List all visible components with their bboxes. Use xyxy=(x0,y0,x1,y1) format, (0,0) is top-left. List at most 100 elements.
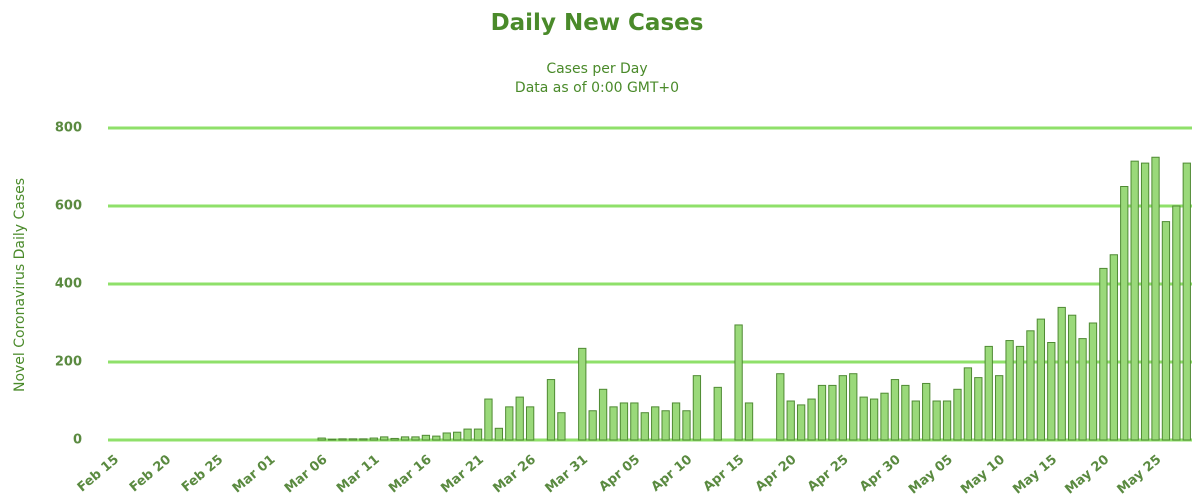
bar xyxy=(1182,162,1191,441)
bar xyxy=(734,324,743,441)
bar xyxy=(776,373,785,441)
bar xyxy=(411,436,420,441)
bar xyxy=(1140,162,1150,441)
bar xyxy=(515,396,524,441)
x-tick-label: Apr 20 xyxy=(753,452,800,495)
bar xyxy=(338,438,347,441)
x-tick-label: May 20 xyxy=(1062,452,1112,497)
x-tick-label: Mar 26 xyxy=(490,452,539,496)
bar xyxy=(890,379,900,441)
bar xyxy=(505,406,514,441)
bar xyxy=(369,437,378,441)
bar xyxy=(1120,186,1129,441)
bar xyxy=(1047,342,1056,441)
x-tick-label: May 15 xyxy=(1010,452,1060,497)
bar xyxy=(557,412,566,441)
bar xyxy=(421,434,431,441)
bar xyxy=(327,438,337,441)
bar xyxy=(1088,322,1098,441)
bar xyxy=(1015,345,1025,441)
x-tick-label: May 05 xyxy=(906,452,956,497)
x-tick-label: Mar 31 xyxy=(543,452,592,496)
bar xyxy=(463,428,472,441)
bar xyxy=(525,406,535,441)
x-tick-label: Apr 30 xyxy=(857,452,904,495)
bar xyxy=(1005,340,1014,441)
x-tick-label: May 10 xyxy=(958,452,1008,497)
bar xyxy=(473,428,483,441)
bar xyxy=(796,404,806,441)
bar xyxy=(1151,156,1160,441)
bar xyxy=(640,412,649,441)
x-tick-label: Apr 05 xyxy=(596,452,643,495)
x-tick-label: Apr 10 xyxy=(649,452,696,495)
bar xyxy=(786,400,795,441)
bar xyxy=(578,347,587,441)
x-tick-label: Mar 06 xyxy=(282,452,331,496)
bar xyxy=(1130,160,1139,441)
x-tick-label: May 25 xyxy=(1115,452,1165,497)
bar xyxy=(1099,267,1108,441)
x-tick-label: Mar 21 xyxy=(438,452,487,496)
x-tick-label: Feb 25 xyxy=(179,452,226,495)
bar xyxy=(942,400,952,441)
bar xyxy=(953,388,962,441)
bar xyxy=(609,406,618,441)
bar xyxy=(484,398,493,441)
x-tick-label: Feb 20 xyxy=(127,452,174,495)
bar xyxy=(995,375,1004,441)
x-tick-label: Mar 16 xyxy=(386,452,435,496)
x-tick-label: Apr 15 xyxy=(701,452,748,495)
bar xyxy=(630,402,639,441)
bar xyxy=(494,427,504,441)
bar xyxy=(380,436,389,441)
bar xyxy=(661,410,670,441)
bar xyxy=(359,438,368,441)
bar xyxy=(453,431,462,441)
bar xyxy=(317,437,326,441)
y-axis-label: Novel Coronavirus Daily Cases xyxy=(12,178,28,392)
chart-subtitle: Data as of 0:00 GMT+0 xyxy=(515,80,679,96)
bar xyxy=(869,398,879,441)
bar xyxy=(984,345,993,441)
bar xyxy=(390,437,399,441)
bar xyxy=(588,410,597,441)
bar xyxy=(974,377,983,441)
y-tick-label: 400 xyxy=(55,277,82,292)
bar xyxy=(546,379,556,441)
bar xyxy=(859,396,868,441)
bar xyxy=(1026,330,1035,441)
bar xyxy=(671,402,681,441)
bar xyxy=(651,406,660,441)
bar xyxy=(400,436,410,441)
x-tick-label: Apr 25 xyxy=(805,452,852,495)
bar xyxy=(348,438,358,441)
bar xyxy=(442,432,451,441)
bar xyxy=(619,402,629,441)
bar xyxy=(692,375,702,441)
bar xyxy=(1067,314,1077,441)
bar xyxy=(880,392,889,441)
x-tick-label: Feb 15 xyxy=(75,452,122,495)
bar xyxy=(849,373,858,441)
bar xyxy=(838,375,847,441)
bar xyxy=(744,402,754,441)
bar xyxy=(432,435,441,441)
bar xyxy=(1036,318,1046,441)
x-tick-label: Mar 01 xyxy=(230,452,279,496)
chart-subtitle: Cases per Day xyxy=(546,61,647,77)
bar xyxy=(922,382,931,441)
bar xyxy=(963,367,973,441)
x-tick-label: Mar 11 xyxy=(334,452,383,496)
y-tick-label: 200 xyxy=(55,355,82,370)
bar xyxy=(713,386,722,441)
bar xyxy=(598,388,608,441)
bar xyxy=(682,410,691,441)
bar xyxy=(901,384,910,441)
bar xyxy=(911,400,920,441)
chart-title: Daily New Cases xyxy=(491,10,704,36)
bar xyxy=(932,400,941,441)
y-tick-label: 0 xyxy=(73,433,82,448)
bar xyxy=(1078,338,1087,441)
